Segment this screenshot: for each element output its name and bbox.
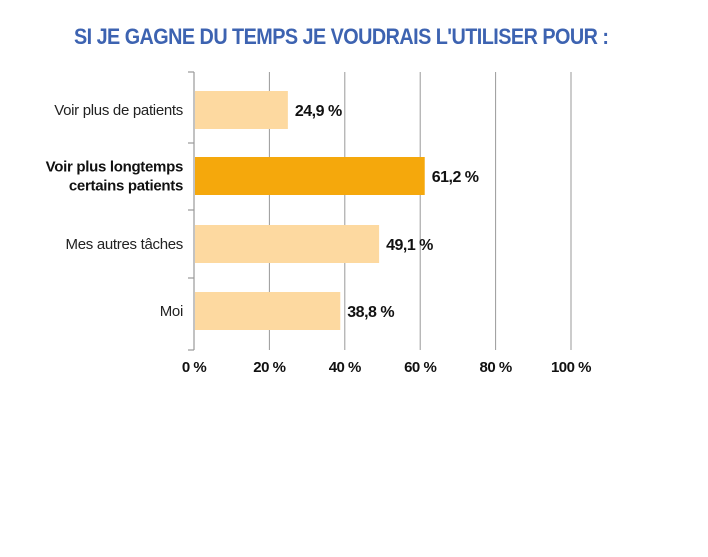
category-label: Mes autres tâches	[66, 236, 183, 253]
x-tick-label: 60 %	[404, 359, 436, 376]
x-tick-label: 20 %	[253, 359, 285, 376]
bar	[195, 157, 425, 195]
value-label: 24,9 %	[295, 103, 342, 120]
category-label: Voir plus de patients	[54, 102, 183, 119]
value-label: 49,1 %	[386, 237, 433, 254]
bar	[195, 292, 341, 330]
x-tick-label: 80 %	[479, 359, 511, 376]
value-label: 38,8 %	[347, 304, 394, 321]
value-label: 61,2 %	[432, 169, 479, 186]
x-tick-label: 40 %	[329, 359, 361, 376]
category-label: certains patients	[69, 178, 183, 195]
chart-title: SI JE GAGNE DU TEMPS JE VOUDRAIS L'UTILI…	[74, 24, 609, 49]
category-label: Moi	[160, 303, 183, 320]
bar	[195, 225, 380, 263]
x-tick-label: 100 %	[551, 359, 591, 376]
bar	[195, 91, 288, 129]
x-tick-label: 0 %	[182, 359, 207, 376]
category-label: Voir plus longtemps	[46, 159, 183, 176]
